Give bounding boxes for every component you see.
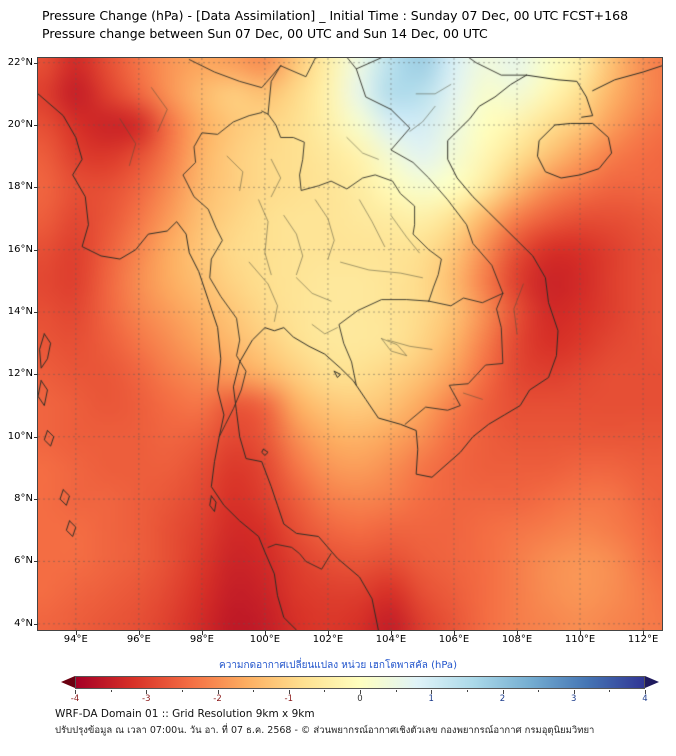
colorbar-major-tick	[360, 690, 361, 694]
lat-tick-mark	[34, 561, 38, 563]
lon-tick-mark	[138, 631, 140, 635]
lon-tick-label: 112°E	[627, 634, 659, 645]
colorbar-major-tick	[573, 690, 575, 694]
lon-tick-mark	[390, 631, 392, 635]
colorbar-tick-label: -2	[213, 694, 222, 704]
colorbar-major-tick	[502, 690, 504, 694]
lon-tick-label: 98°E	[189, 634, 214, 645]
lon-tick-mark	[580, 631, 582, 635]
colorbar-tick-label: 3	[571, 694, 577, 704]
lat-tick-label: 20°N	[7, 119, 33, 131]
lon-tick-mark	[264, 631, 266, 635]
lat-tick-mark	[34, 374, 38, 376]
lat-tick-label: 22°N	[7, 56, 33, 68]
lat-tick-label: 18°N	[7, 181, 33, 193]
lon-tick-label: 100°E	[249, 634, 281, 645]
lon-tick-mark	[517, 631, 519, 635]
colorbar-minor-tick	[110, 690, 112, 692]
lon-tick-label: 96°E	[126, 634, 151, 645]
colorbar-tick-label: 0	[357, 694, 363, 704]
colorbar-gradient	[75, 676, 645, 689]
colorbar-over-arrow	[645, 676, 659, 688]
lon-tick-label: 94°E	[63, 634, 88, 645]
colorbar-label: ความกดอากาศเปลี่ยนแปลง หน่วย เฮกโตพาสคัล…	[219, 660, 457, 671]
lat-tick-label: 10°N	[7, 430, 33, 442]
colorbar-major-tick	[288, 690, 290, 694]
colorbar-minor-tick	[395, 690, 397, 692]
colorbar-major-tick	[75, 690, 76, 694]
lon-tick-mark	[75, 631, 77, 635]
colorbar-tick-label: 1	[428, 694, 434, 704]
colorbar-under-arrow	[61, 676, 75, 688]
lat-tick-mark	[34, 436, 38, 438]
lat-tick-label: 8°N	[14, 493, 33, 505]
lat-tick-mark	[34, 249, 38, 251]
lat-tick-label: 16°N	[7, 243, 33, 255]
lon-tick-label: 102°E	[312, 634, 344, 645]
colorbar-minor-tick	[324, 690, 326, 692]
lon-tick-mark	[454, 631, 455, 635]
colorbar-minor-tick	[181, 690, 183, 692]
page-subtitle: Pressure change between Sun 07 Dec, 00 U…	[42, 26, 488, 41]
domain-info-text: WRF-DA Domain 01 :: Grid Resolution 9km …	[55, 708, 315, 720]
lon-tick-mark	[327, 631, 329, 635]
colorbar-major-tick	[217, 690, 219, 694]
lon-tick-label: 108°E	[501, 634, 533, 645]
lat-tick-mark	[34, 125, 38, 127]
colorbar-major-tick	[645, 690, 646, 694]
colorbar-tick-label: 2	[499, 694, 506, 704]
lat-tick-label: 6°N	[14, 555, 33, 567]
colorbar-minor-tick	[538, 690, 540, 692]
lon-tick-mark	[643, 631, 645, 635]
lat-tick-mark	[34, 62, 38, 64]
colorbar-tick-label: 4	[642, 694, 648, 704]
colorbar-minor-tick	[466, 690, 468, 692]
colorbar-minor-tick	[609, 690, 611, 692]
update-info-text: ปรับปรุงข้อมูล ณ เวลา 07:00น. วัน อา. ที…	[55, 725, 595, 736]
lat-tick-mark	[34, 499, 38, 501]
lat-tick-label: 4°N	[14, 617, 33, 629]
lat-tick-mark	[34, 187, 38, 189]
lon-tick-label: 106°E	[438, 634, 470, 645]
lat-tick-label: 14°N	[7, 306, 33, 318]
pressure-change-map	[37, 57, 663, 631]
page-title: Pressure Change (hPa) - [Data Assimilati…	[42, 8, 629, 23]
lat-tick-mark	[34, 623, 38, 625]
lon-tick-mark	[201, 631, 203, 635]
colorbar-minor-tick	[253, 690, 255, 692]
lon-tick-label: 110°E	[564, 634, 596, 645]
lon-tick-label: 104°E	[375, 634, 407, 645]
colorbar-tick-label: -3	[142, 694, 151, 704]
colorbar-major-tick	[146, 690, 148, 694]
lat-tick-mark	[34, 312, 38, 314]
lat-tick-label: 12°N	[7, 368, 33, 380]
colorbar-tick-label: -1	[284, 694, 293, 704]
colorbar-major-tick	[431, 690, 433, 694]
colorbar-tick-label: -4	[70, 694, 80, 704]
